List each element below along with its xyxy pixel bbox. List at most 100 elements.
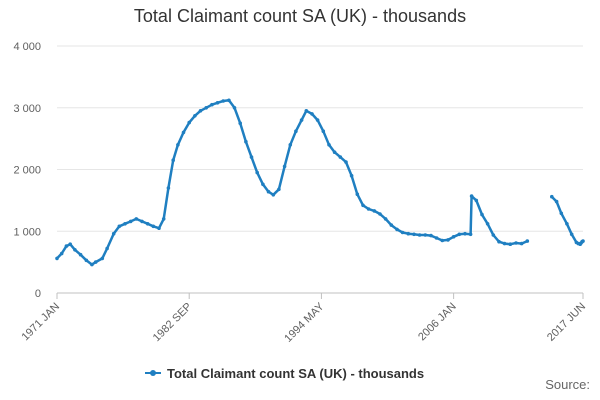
data-point [469, 194, 474, 198]
data-point [502, 241, 507, 246]
data-point [73, 248, 77, 252]
data-point [271, 193, 276, 197]
data-point [400, 230, 405, 235]
x-axis: 1971 JAN 1982 SEP 1994 MAY 2006 JAN 2017 JUN [19, 293, 588, 345]
y-tick-label: 2 000 [13, 165, 41, 177]
data-point [232, 106, 237, 110]
data-point [378, 212, 382, 216]
data-point [457, 232, 462, 237]
series-layer [55, 98, 585, 267]
data-point [581, 239, 585, 243]
data-point [117, 224, 122, 229]
legend[interactable]: Total Claimant count SA (UK) - thousands [145, 366, 424, 381]
x-tick-label: 1994 MAY [282, 300, 327, 345]
data-point [78, 252, 83, 257]
data-point [550, 194, 554, 199]
data-point [508, 242, 513, 246]
data-point [321, 129, 326, 133]
data-point [176, 143, 180, 147]
data-point [434, 236, 439, 240]
data-point [93, 260, 98, 264]
data-point [210, 102, 214, 107]
data-point [514, 241, 518, 245]
data-point [366, 207, 371, 211]
data-point [171, 158, 175, 162]
data-point [429, 233, 433, 238]
y-tick-label: 0 [35, 288, 41, 300]
data-point [485, 222, 490, 226]
data-point [215, 101, 220, 105]
data-point [255, 170, 259, 175]
x-tick-label: 2017 JUN [545, 301, 588, 344]
data-point [128, 219, 133, 224]
data-point [55, 256, 59, 261]
data-point [491, 233, 496, 237]
data-point [446, 238, 450, 242]
data-point [569, 232, 574, 237]
data-point [105, 246, 109, 251]
chart-title: Total Claimant count SA (UK) - thousands [133, 6, 467, 26]
data-point [151, 224, 156, 229]
x-tick-label: 2006 JAN [416, 301, 459, 344]
data-point [468, 232, 473, 237]
source-label: Source: [545, 377, 590, 392]
data-point [361, 203, 365, 208]
data-point [157, 226, 161, 230]
data-point [554, 199, 559, 204]
data-point [140, 219, 144, 224]
grid-layer [57, 45, 583, 294]
data-point [519, 241, 524, 246]
data-point [355, 192, 360, 196]
data-point [204, 106, 208, 110]
data-point [90, 262, 94, 267]
legend-item-label: Total Claimant count SA (UK) - thousands [167, 366, 424, 381]
data-point [406, 231, 411, 236]
x-tick-label: 1982 SEP [151, 301, 195, 345]
data-point [59, 251, 64, 256]
data-point [134, 217, 139, 221]
data-point [412, 232, 416, 237]
data-point [338, 155, 343, 159]
data-point [451, 235, 456, 239]
data-point [249, 155, 254, 159]
data-point [332, 150, 337, 154]
y-tick-label: 3 000 [13, 103, 41, 115]
data-point [161, 217, 166, 221]
data-point [193, 114, 197, 118]
data-point [221, 99, 225, 103]
data-point [497, 239, 501, 244]
data-point [315, 118, 320, 122]
y-axis: 0 1 000 2 000 3 000 4 000 [13, 41, 41, 300]
data-point [463, 231, 467, 236]
data-point [383, 217, 388, 221]
data-point [344, 160, 348, 164]
data-point [261, 182, 265, 187]
y-tick-label: 4 000 [13, 41, 41, 53]
data-point [68, 242, 72, 246]
data-point [349, 173, 354, 178]
data-point [294, 129, 298, 133]
data-point [423, 233, 428, 237]
data-point [299, 118, 304, 122]
data-point [181, 130, 186, 135]
data-point [198, 109, 203, 113]
data-point [145, 222, 150, 226]
data-point [266, 189, 271, 194]
y-tick-label: 1 000 [13, 226, 41, 238]
data-point [166, 186, 171, 190]
data-point [474, 198, 479, 203]
data-point [304, 109, 309, 113]
data-point [480, 212, 484, 217]
data-point [417, 233, 422, 237]
data-point [238, 121, 242, 125]
legend-marker-icon [150, 370, 156, 376]
data-point [559, 211, 564, 216]
data-point [440, 238, 445, 243]
data-point [327, 143, 331, 147]
data-point [565, 222, 569, 226]
data-point [123, 222, 127, 226]
series-line [55, 99, 529, 266]
data-point [395, 227, 399, 232]
data-point [100, 256, 105, 261]
